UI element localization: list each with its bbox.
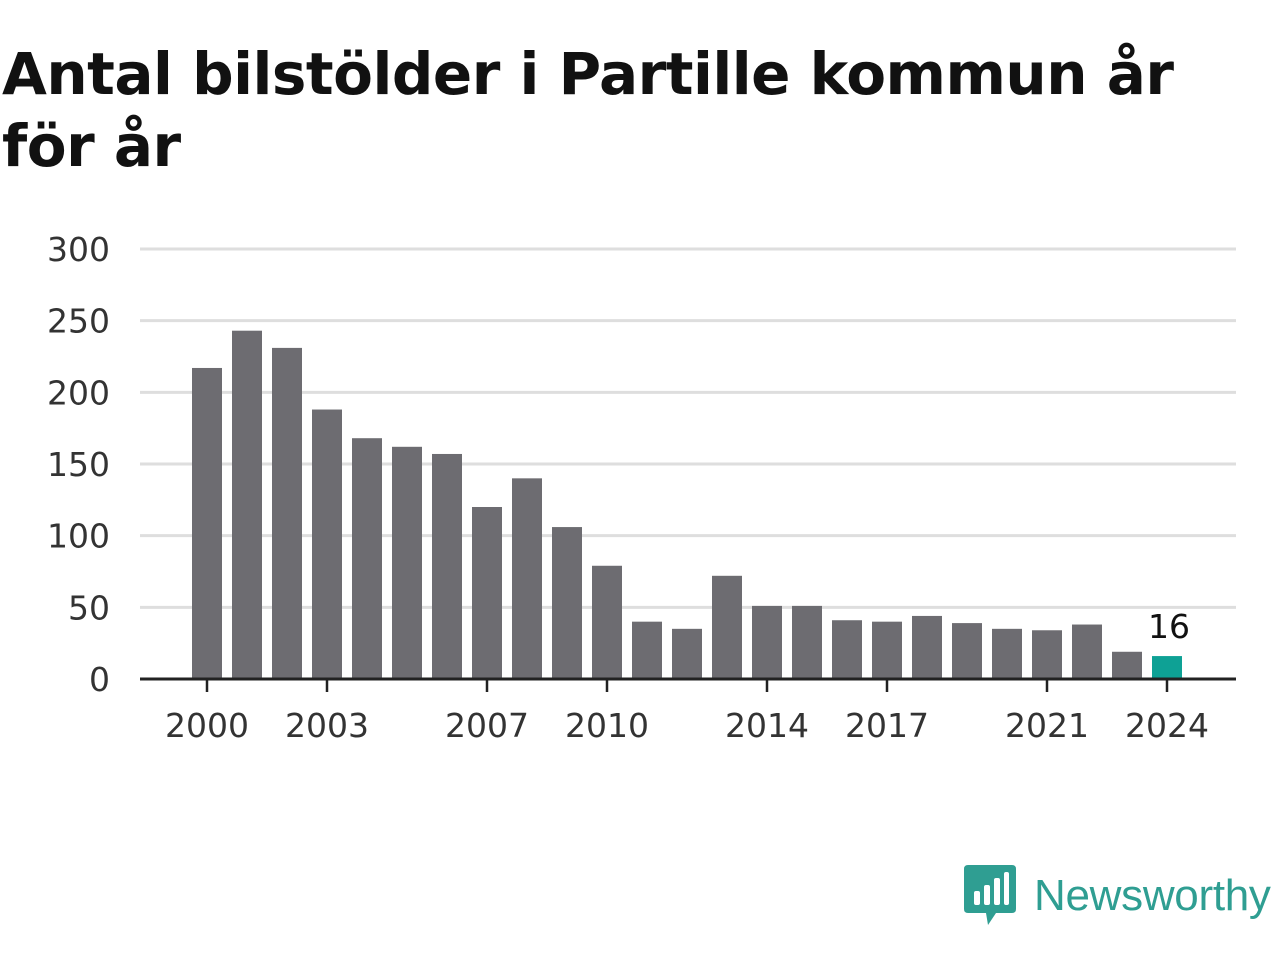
bar-2019 — [952, 623, 982, 679]
x-tick-label: 2021 — [1005, 706, 1089, 745]
y-tick-label: 200 — [47, 373, 110, 412]
bar-2006 — [432, 453, 462, 679]
x-tick-label: 2010 — [565, 706, 649, 745]
bar-2017 — [872, 621, 902, 679]
bar-2022 — [1072, 624, 1102, 679]
bar-2009 — [552, 527, 582, 679]
bar-2020 — [992, 628, 1022, 679]
bar-2018 — [912, 615, 942, 679]
y-axis-tick-labels: 0 50 100 150 200 250 300 — [47, 230, 110, 699]
annotations: 16 — [1148, 607, 1190, 646]
bar-2005 — [392, 446, 422, 679]
bar-2024 — [1152, 656, 1182, 679]
y-tick-label: 150 — [47, 445, 110, 484]
brand-name: Newsworthy — [1034, 871, 1271, 920]
bar-2015 — [792, 605, 822, 679]
bar-2000 — [192, 367, 222, 679]
x-tick-label: 2000 — [165, 706, 249, 745]
bars — [192, 330, 1182, 679]
bar-2001 — [232, 330, 262, 679]
bar-2008 — [512, 478, 542, 679]
bar-2011 — [632, 621, 662, 679]
brand-logo: Newsworthy — [964, 864, 1271, 928]
x-axis: 2000 2003 2007 2010 2014 2017 2021 2024 — [140, 677, 1236, 745]
bar-2002 — [272, 347, 302, 679]
newsworthy-logo-icon — [964, 865, 1016, 925]
bar-2016 — [832, 620, 862, 679]
x-tick-label: 2003 — [285, 706, 369, 745]
bar-2021 — [1032, 630, 1062, 679]
bar-2010 — [592, 565, 622, 679]
bar-2004 — [352, 438, 382, 679]
x-tick-label: 2007 — [445, 706, 529, 745]
bar-2003 — [312, 409, 342, 679]
y-tick-label: 300 — [47, 230, 110, 269]
x-tick-label: 2024 — [1125, 706, 1209, 745]
y-tick-label: 0 — [89, 660, 110, 699]
chart-title: Antal bilstölder i Partille kommun år fö… — [2, 40, 1174, 180]
bar-2012 — [672, 628, 702, 679]
gridlines — [140, 247, 1236, 609]
y-tick-label: 50 — [68, 588, 110, 627]
bar-2023 — [1112, 651, 1142, 679]
bar-2014 — [752, 605, 782, 679]
x-tick-label: 2017 — [845, 706, 929, 745]
bar-2007 — [472, 507, 502, 679]
data-label-2024: 16 — [1148, 607, 1190, 646]
y-tick-label: 100 — [47, 517, 110, 556]
y-tick-label: 250 — [47, 302, 110, 341]
x-tick-label: 2014 — [725, 706, 809, 745]
bar-2013 — [712, 575, 742, 679]
